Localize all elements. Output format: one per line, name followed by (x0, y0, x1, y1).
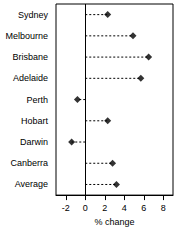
svg-text:0: 0 (83, 203, 88, 213)
svg-text:6: 6 (141, 203, 146, 213)
svg-text:Average: Average (15, 179, 48, 189)
svg-text:Brisbane: Brisbane (12, 52, 48, 62)
svg-text:Hobart: Hobart (21, 116, 49, 126)
svg-text:% change: % change (94, 217, 134, 227)
svg-text:8: 8 (161, 203, 166, 213)
svg-text:Melbourne: Melbourne (5, 31, 48, 41)
svg-text:4: 4 (122, 203, 127, 213)
svg-text:Perth: Perth (26, 95, 48, 105)
svg-text:Sydney: Sydney (18, 10, 49, 20)
svg-text:2: 2 (102, 203, 107, 213)
svg-text:Adelaide: Adelaide (13, 73, 48, 83)
svg-text:Canberra: Canberra (10, 158, 48, 168)
svg-text:Darwin: Darwin (20, 137, 48, 147)
svg-text:-2: -2 (62, 203, 70, 213)
